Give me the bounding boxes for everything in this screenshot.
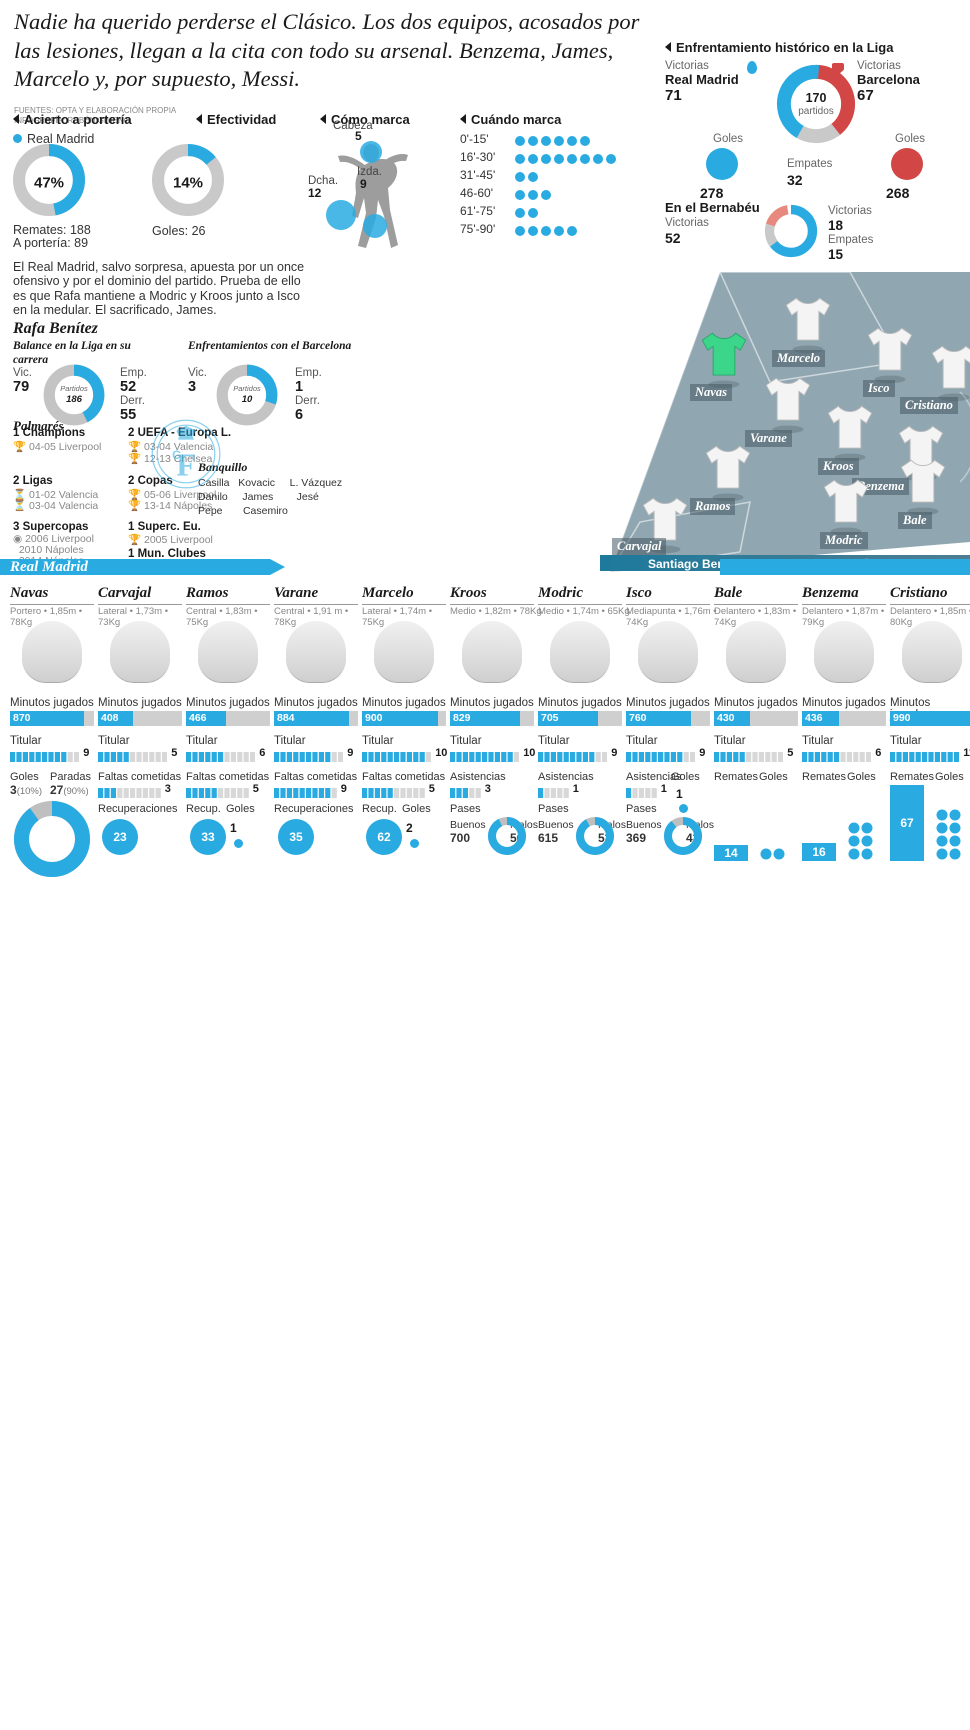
svg-text:C: C <box>172 448 181 462</box>
